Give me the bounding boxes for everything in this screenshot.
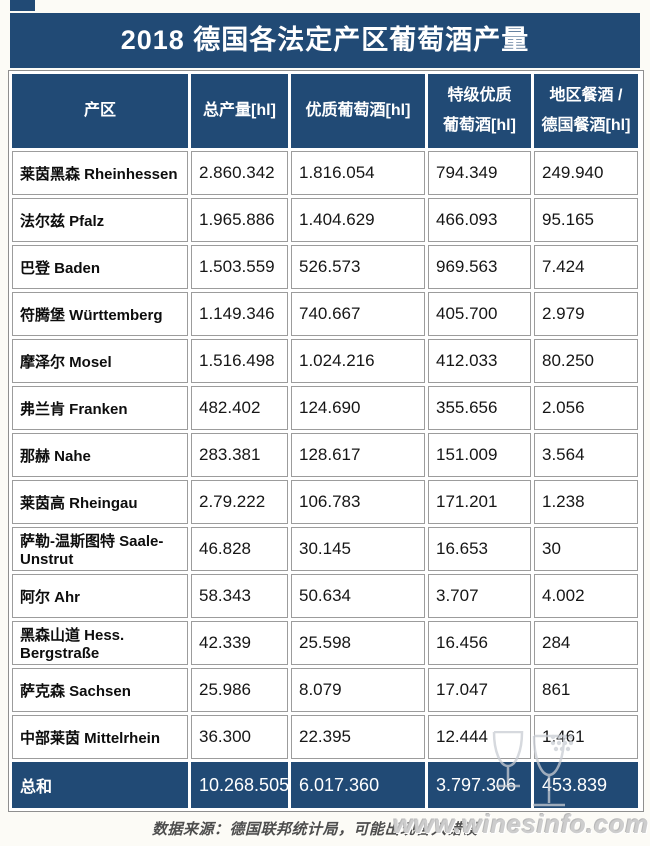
value-cell: 284 xyxy=(534,621,638,665)
table-row: 法尔兹 Pfalz 1.965.886 1.404.629 466.093 95.165 xyxy=(12,198,638,242)
value-cell: 3.797.306 xyxy=(428,762,531,808)
value-cell: 171.201 xyxy=(428,480,531,524)
page-title: 2018 德国各法定产区葡萄酒产量 xyxy=(10,13,640,68)
value-cell: 1.238 xyxy=(534,480,638,524)
table-row: 莱茵黑森 Rheinhessen 2.860.342 1.816.054 794.34… xyxy=(12,151,638,195)
column-header: 地区餐酒 / 德国餐酒[hl] xyxy=(534,74,638,148)
region-cell: 摩泽尔 Mosel xyxy=(12,339,188,383)
value-cell: 526.573 xyxy=(291,245,425,289)
corner-decoration xyxy=(10,0,35,11)
column-header: 特级优质 葡萄酒[hl] xyxy=(428,74,531,148)
value-cell: 30.145 xyxy=(291,527,425,571)
value-cell: 106.783 xyxy=(291,480,425,524)
table-row: 阿尔 Ahr 58.343 50.634 3.707 4.002 xyxy=(12,574,638,618)
table-row: 萨勒-温斯图特 Saale-Unstrut 46.828 30.145 16.653 3… xyxy=(12,527,638,571)
value-cell: 1.816.054 xyxy=(291,151,425,195)
region-cell: 那赫 Nahe xyxy=(12,433,188,477)
source-note: 数据来源：德国联邦统计局，可能出现舍入错误 xyxy=(152,821,478,838)
region-cell: 符腾堡 Württemberg xyxy=(12,292,188,336)
value-cell: 412.033 xyxy=(428,339,531,383)
watermark-text: www.winesinfo.com xyxy=(392,809,649,839)
value-cell: 25.598 xyxy=(291,621,425,665)
value-cell: 283.381 xyxy=(191,433,288,477)
value-cell: 3.564 xyxy=(534,433,638,477)
region-cell: 巴登 Baden xyxy=(12,245,188,289)
value-cell: 128.617 xyxy=(291,433,425,477)
value-cell: 466.093 xyxy=(428,198,531,242)
value-cell: 453.839 xyxy=(534,762,638,808)
value-cell: 58.343 xyxy=(191,574,288,618)
value-cell: 1.024.216 xyxy=(291,339,425,383)
value-cell: 1.461 xyxy=(534,715,638,759)
value-cell: 6.017.360 xyxy=(291,762,425,808)
table-row: 弗兰肯 Franken 482.402 124.690 355.656 2.056 xyxy=(12,386,638,430)
value-cell: 355.656 xyxy=(428,386,531,430)
region-cell: 萨勒-温斯图特 Saale-Unstrut xyxy=(12,527,188,571)
total-row: 总和 10.268.505 6.017.360 3.797.306 453.839 xyxy=(12,762,638,808)
region-cell: 总和 xyxy=(12,762,188,808)
value-cell: 50.634 xyxy=(291,574,425,618)
region-cell: 中部莱茵 Mittelrhein xyxy=(12,715,188,759)
value-cell: 861 xyxy=(534,668,638,712)
value-cell: 46.828 xyxy=(191,527,288,571)
value-cell: 3.707 xyxy=(428,574,531,618)
value-cell: 22.395 xyxy=(291,715,425,759)
value-cell: 25.986 xyxy=(191,668,288,712)
value-cell: 12.444 xyxy=(428,715,531,759)
value-cell: 1.516.498 xyxy=(191,339,288,383)
value-cell: 10.268.505 xyxy=(191,762,289,808)
table-row: 摩泽尔 Mosel 1.516.498 1.024.216 412.033 80.250 xyxy=(12,339,638,383)
value-cell: 1.149.346 xyxy=(191,292,288,336)
value-cell: 405.700 xyxy=(428,292,531,336)
table-row: 符腾堡 Württemberg 1.149.346 740.667 405.700 2.… xyxy=(12,292,638,336)
wine-production-table: 产区 总产量[hl] 优质葡萄酒[hl] 特级优质 葡萄酒[hl] 地区餐酒 / 德国餐… xyxy=(8,70,644,812)
region-cell: 萨克森 Sachsen xyxy=(12,668,188,712)
value-cell: 80.250 xyxy=(534,339,638,383)
value-cell: 95.165 xyxy=(534,198,638,242)
table-row: 萨克森 Sachsen 25.986 8.079 17.047 861 xyxy=(12,668,638,712)
value-cell: 249.940 xyxy=(534,151,638,195)
value-cell: 482.402 xyxy=(191,386,288,430)
value-cell: 124.690 xyxy=(291,386,425,430)
header-row: 产区 总产量[hl] 优质葡萄酒[hl] 特级优质 葡萄酒[hl] 地区餐酒 / 德国餐… xyxy=(12,74,638,148)
column-header: 优质葡萄酒[hl] xyxy=(291,74,425,148)
value-cell: 740.667 xyxy=(291,292,425,336)
value-cell: 2.79.222 xyxy=(191,480,288,524)
value-cell: 1.965.886 xyxy=(191,198,288,242)
table-row: 那赫 Nahe 283.381 128.617 151.009 3.564 xyxy=(12,433,638,477)
value-cell: 16.456 xyxy=(428,621,531,665)
value-cell: 8.079 xyxy=(291,668,425,712)
region-cell: 莱茵黑森 Rheinhessen xyxy=(12,151,188,195)
region-cell: 阿尔 Ahr xyxy=(12,574,188,618)
value-cell: 969.563 xyxy=(428,245,531,289)
region-cell: 黑森山道 Hess. Bergstraße xyxy=(12,621,188,665)
data-table: 产区 总产量[hl] 优质葡萄酒[hl] 特级优质 葡萄酒[hl] 地区餐酒 / 德国餐… xyxy=(9,71,641,811)
value-cell: 4.002 xyxy=(534,574,638,618)
value-cell: 17.047 xyxy=(428,668,531,712)
value-cell: 794.349 xyxy=(428,151,531,195)
column-header: 产区 xyxy=(12,74,188,148)
value-cell: 1.404.629 xyxy=(291,198,425,242)
table-row: 巴登 Baden 1.503.559 526.573 969.563 7.424 xyxy=(12,245,638,289)
table-row: 中部莱茵 Mittelrhein 36.300 22.395 12.444 1.461 xyxy=(12,715,638,759)
value-cell: 2.056 xyxy=(534,386,638,430)
value-cell: 7.424 xyxy=(534,245,638,289)
table-body: 莱茵黑森 Rheinhessen 2.860.342 1.816.054 794.34… xyxy=(12,151,638,808)
value-cell: 30 xyxy=(534,527,638,571)
value-cell: 2.979 xyxy=(534,292,638,336)
table-row: 莱茵高 Rheingau 2.79.222 106.783 171.201 1.238 xyxy=(12,480,638,524)
value-cell: 42.339 xyxy=(191,621,288,665)
value-cell: 1.503.559 xyxy=(191,245,288,289)
table-row: 黑森山道 Hess. Bergstraße 42.339 25.598 16.456 2… xyxy=(12,621,638,665)
column-header: 总产量[hl] xyxy=(191,74,288,148)
region-cell: 莱茵高 Rheingau xyxy=(12,480,188,524)
value-cell: 151.009 xyxy=(428,433,531,477)
value-cell: 36.300 xyxy=(191,715,288,759)
value-cell: 2.860.342 xyxy=(191,151,288,195)
value-cell: 16.653 xyxy=(428,527,531,571)
region-cell: 弗兰肯 Franken xyxy=(12,386,188,430)
region-cell: 法尔兹 Pfalz xyxy=(12,198,188,242)
